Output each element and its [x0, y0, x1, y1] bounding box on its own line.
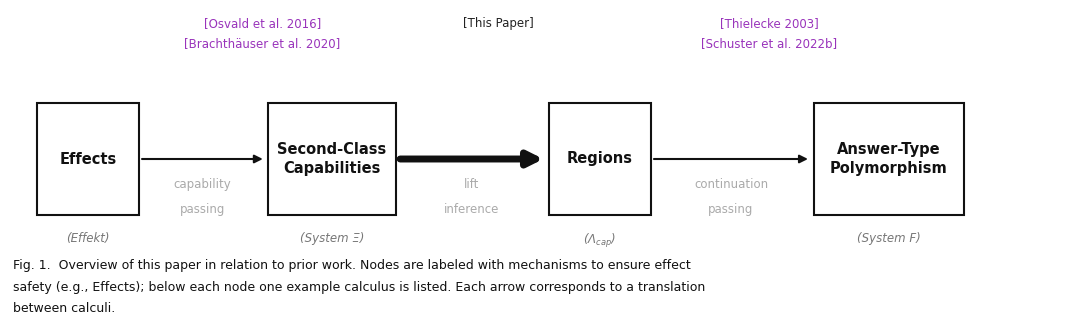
- Text: safety (e.g., Effects); below each node one example calculus is listed. Each arr: safety (e.g., Effects); below each node …: [13, 281, 705, 294]
- Text: (Effekt): (Effekt): [66, 232, 109, 245]
- Text: Fig. 1.  Overview of this paper in relation to prior work. Nodes are labeled wit: Fig. 1. Overview of this paper in relati…: [13, 259, 691, 272]
- Text: [Osvald et al. 2016]: [Osvald et al. 2016]: [203, 17, 321, 31]
- FancyBboxPatch shape: [549, 103, 651, 215]
- Text: continuation: continuation: [694, 178, 768, 191]
- FancyBboxPatch shape: [36, 103, 139, 215]
- Text: [Brachthäuser et al. 2020]: [Brachthäuser et al. 2020]: [184, 37, 341, 50]
- Text: passing: passing: [708, 203, 754, 216]
- Text: lift: lift: [464, 178, 480, 191]
- Text: (System F): (System F): [857, 232, 921, 245]
- Text: Effects: Effects: [59, 151, 117, 167]
- Text: Answer-Type
Polymorphism: Answer-Type Polymorphism: [830, 142, 948, 176]
- FancyBboxPatch shape: [814, 103, 964, 215]
- Text: inference: inference: [444, 203, 499, 216]
- Text: Second-Class
Capabilities: Second-Class Capabilities: [277, 142, 387, 176]
- Text: capability: capability: [174, 178, 231, 191]
- FancyBboxPatch shape: [268, 103, 396, 215]
- Text: passing: passing: [180, 203, 225, 216]
- Text: between calculi.: between calculi.: [13, 302, 115, 315]
- Text: [Thielecke 2003]: [Thielecke 2003]: [720, 17, 818, 31]
- Text: [This Paper]: [This Paper]: [463, 17, 533, 31]
- Text: (System Ξ): (System Ξ): [300, 232, 364, 245]
- Text: Regions: Regions: [567, 151, 633, 167]
- Text: (Λ$_\mathregular{cap}$): (Λ$_\mathregular{cap}$): [583, 232, 617, 250]
- Text: [Schuster et al. 2022b]: [Schuster et al. 2022b]: [700, 37, 838, 50]
